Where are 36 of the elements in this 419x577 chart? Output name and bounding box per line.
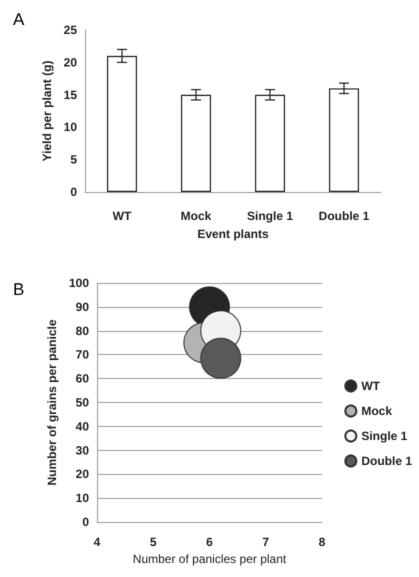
y-tick-label: 70	[76, 348, 90, 362]
y-tick-label: 0	[70, 185, 78, 199]
y-tick-label: 40	[76, 419, 90, 434]
y-tick-label: 50	[76, 396, 90, 410]
y-tick-label: 20	[64, 55, 78, 70]
x-axis-title: Event plants	[197, 227, 269, 241]
x-tick-label: 5	[150, 535, 157, 549]
y-tick-label: 25	[64, 23, 78, 37]
y-tick-label: 30	[76, 443, 90, 458]
x-tick-label: Double 1	[318, 209, 370, 223]
y-tick-label: 15	[64, 88, 78, 102]
chart-title: B	[13, 280, 24, 299]
chart-title: A	[13, 10, 25, 29]
y-tick-label: 5	[70, 152, 78, 167]
x-tick-label: 6	[206, 535, 214, 549]
legend-label: Mock	[361, 404, 392, 418]
y-tick-label: 90	[76, 300, 90, 314]
x-tick-label: Mock	[180, 209, 212, 223]
y-tick-label: 20	[76, 467, 90, 482]
x-tick-label: 4	[94, 535, 101, 549]
legend-label: Double 1	[361, 454, 412, 468]
y-tick-label: 60	[76, 372, 90, 386]
legend-label: WT	[361, 379, 381, 393]
x-tick-label: 8	[318, 535, 326, 549]
x-axis-title: Number of panicles per plant	[132, 552, 287, 566]
y-axis-title: Yield per plant (g)	[40, 60, 54, 162]
y-tick-label: 10	[64, 120, 78, 134]
y-tick-label: 80	[76, 324, 90, 338]
x-tick-label: WT	[112, 209, 132, 223]
legend-label: Single 1	[361, 429, 408, 443]
x-tick-label: 7	[262, 535, 270, 549]
y-tick-label: 10	[76, 491, 90, 506]
y-axis-title: Number of grains per panicle	[45, 319, 60, 486]
y-tick-label: 0	[82, 515, 90, 529]
x-tick-label: Single 1	[246, 209, 294, 223]
y-tick-label: 100	[68, 276, 90, 290]
